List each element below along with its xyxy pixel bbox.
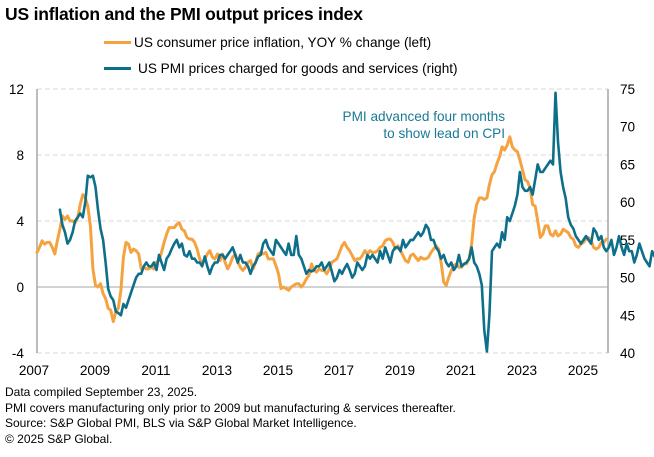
footer-line-copyright: © 2025 S&P Global. <box>5 431 113 446</box>
x-tick-label: 2009 <box>80 363 110 378</box>
chart-title: US inflation and the PMI output prices i… <box>5 4 363 24</box>
right-tick-label: 50 <box>620 271 636 286</box>
footer-line-compiled: Data compiled September 23, 2025. <box>5 385 198 399</box>
legend-label-cpi: US consumer price inflation, YOY % chang… <box>134 35 432 50</box>
right-tick-label: 65 <box>620 157 635 172</box>
x-tick-label: 2007 <box>19 363 49 378</box>
right-tick-label: 75 <box>620 82 635 97</box>
footer-line-source: Source: S&P Global PMI, BLS via S&P Glob… <box>5 416 357 430</box>
right-tick-label: 60 <box>620 195 636 210</box>
series-line-pmi <box>58 91 654 353</box>
x-tick-label: 2019 <box>385 363 415 378</box>
x-tick-label: 2017 <box>324 363 354 378</box>
series-line-cpi <box>35 135 608 324</box>
x-tick-label: 2015 <box>263 363 293 378</box>
right-axis-ticks: 40 45 50 55 60 65 70 75 <box>620 82 636 361</box>
x-tick-label: 2021 <box>446 363 476 378</box>
x-tick-label: 2011 <box>141 363 170 378</box>
left-axis-ticks: -4 0 4 8 12 <box>9 82 25 361</box>
x-axis-ticks: 2007 2009 2011 2013 2015 2017 2019 2021 2023 2025 <box>19 363 598 378</box>
legend-swatch-cpi <box>104 41 131 44</box>
annotation-line-2: to show lead on CPI <box>383 126 505 141</box>
footer-line-coverage: PMI covers manufacturing only prior to 2… <box>5 400 456 415</box>
left-tick-label: -4 <box>12 346 25 361</box>
left-tick-label: 4 <box>16 214 24 229</box>
x-tick-label: 2023 <box>507 363 537 378</box>
x-tick-label: 2013 <box>202 363 232 378</box>
series-lines <box>35 91 654 353</box>
legend-label-pmi: US PMI prices charged for goods and serv… <box>138 61 458 76</box>
axes <box>36 89 609 353</box>
x-tick-label: 2025 <box>568 363 598 378</box>
legend-item-cpi: US consumer price inflation, YOY % chang… <box>104 35 431 50</box>
right-tick-label: 40 <box>620 346 636 361</box>
right-tick-label: 45 <box>620 308 635 323</box>
footer-notes: Data compiled September 23, 2025. PMI co… <box>5 385 456 447</box>
legend-item-pmi: US PMI prices charged for goods and serv… <box>104 61 458 76</box>
annotation-line-1: PMI advanced four months <box>343 109 506 124</box>
right-tick-label: 55 <box>620 233 635 248</box>
right-tick-label: 70 <box>620 120 636 135</box>
left-tick-label: 12 <box>9 82 24 97</box>
legend-swatch-pmi <box>104 67 131 70</box>
left-tick-label: 8 <box>16 148 24 163</box>
left-tick-label: 0 <box>16 280 24 295</box>
